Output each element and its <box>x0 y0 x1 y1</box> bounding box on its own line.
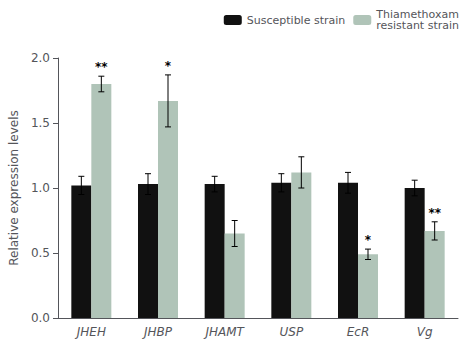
svg-text:1.5: 1.5 <box>31 116 50 130</box>
svg-text:0.5: 0.5 <box>31 246 50 260</box>
svg-text:Susceptible strain: Susceptible strain <box>247 14 346 27</box>
svg-text:2.0: 2.0 <box>31 51 50 65</box>
svg-text:JHEH: JHEH <box>75 325 106 339</box>
svg-text:0.0: 0.0 <box>31 311 50 325</box>
svg-text:JHAMT: JHAMT <box>203 325 245 339</box>
svg-text:*: * <box>165 59 172 73</box>
svg-text:Vg: Vg <box>417 325 433 339</box>
svg-text:JHBP: JHBP <box>142 325 173 339</box>
svg-text:resistant strain: resistant strain <box>376 19 459 32</box>
svg-text:*: * <box>365 233 372 247</box>
svg-text:EcR: EcR <box>347 325 370 339</box>
svg-text:Thiamethoxam: Thiamethoxam <box>376 8 459 21</box>
svg-text:**: ** <box>95 60 108 74</box>
svg-text:1.0: 1.0 <box>31 181 50 195</box>
svg-text:**: ** <box>428 206 441 220</box>
svg-text:Relative expression levels: Relative expression levels <box>7 110 21 266</box>
svg-text:USP: USP <box>280 325 304 339</box>
